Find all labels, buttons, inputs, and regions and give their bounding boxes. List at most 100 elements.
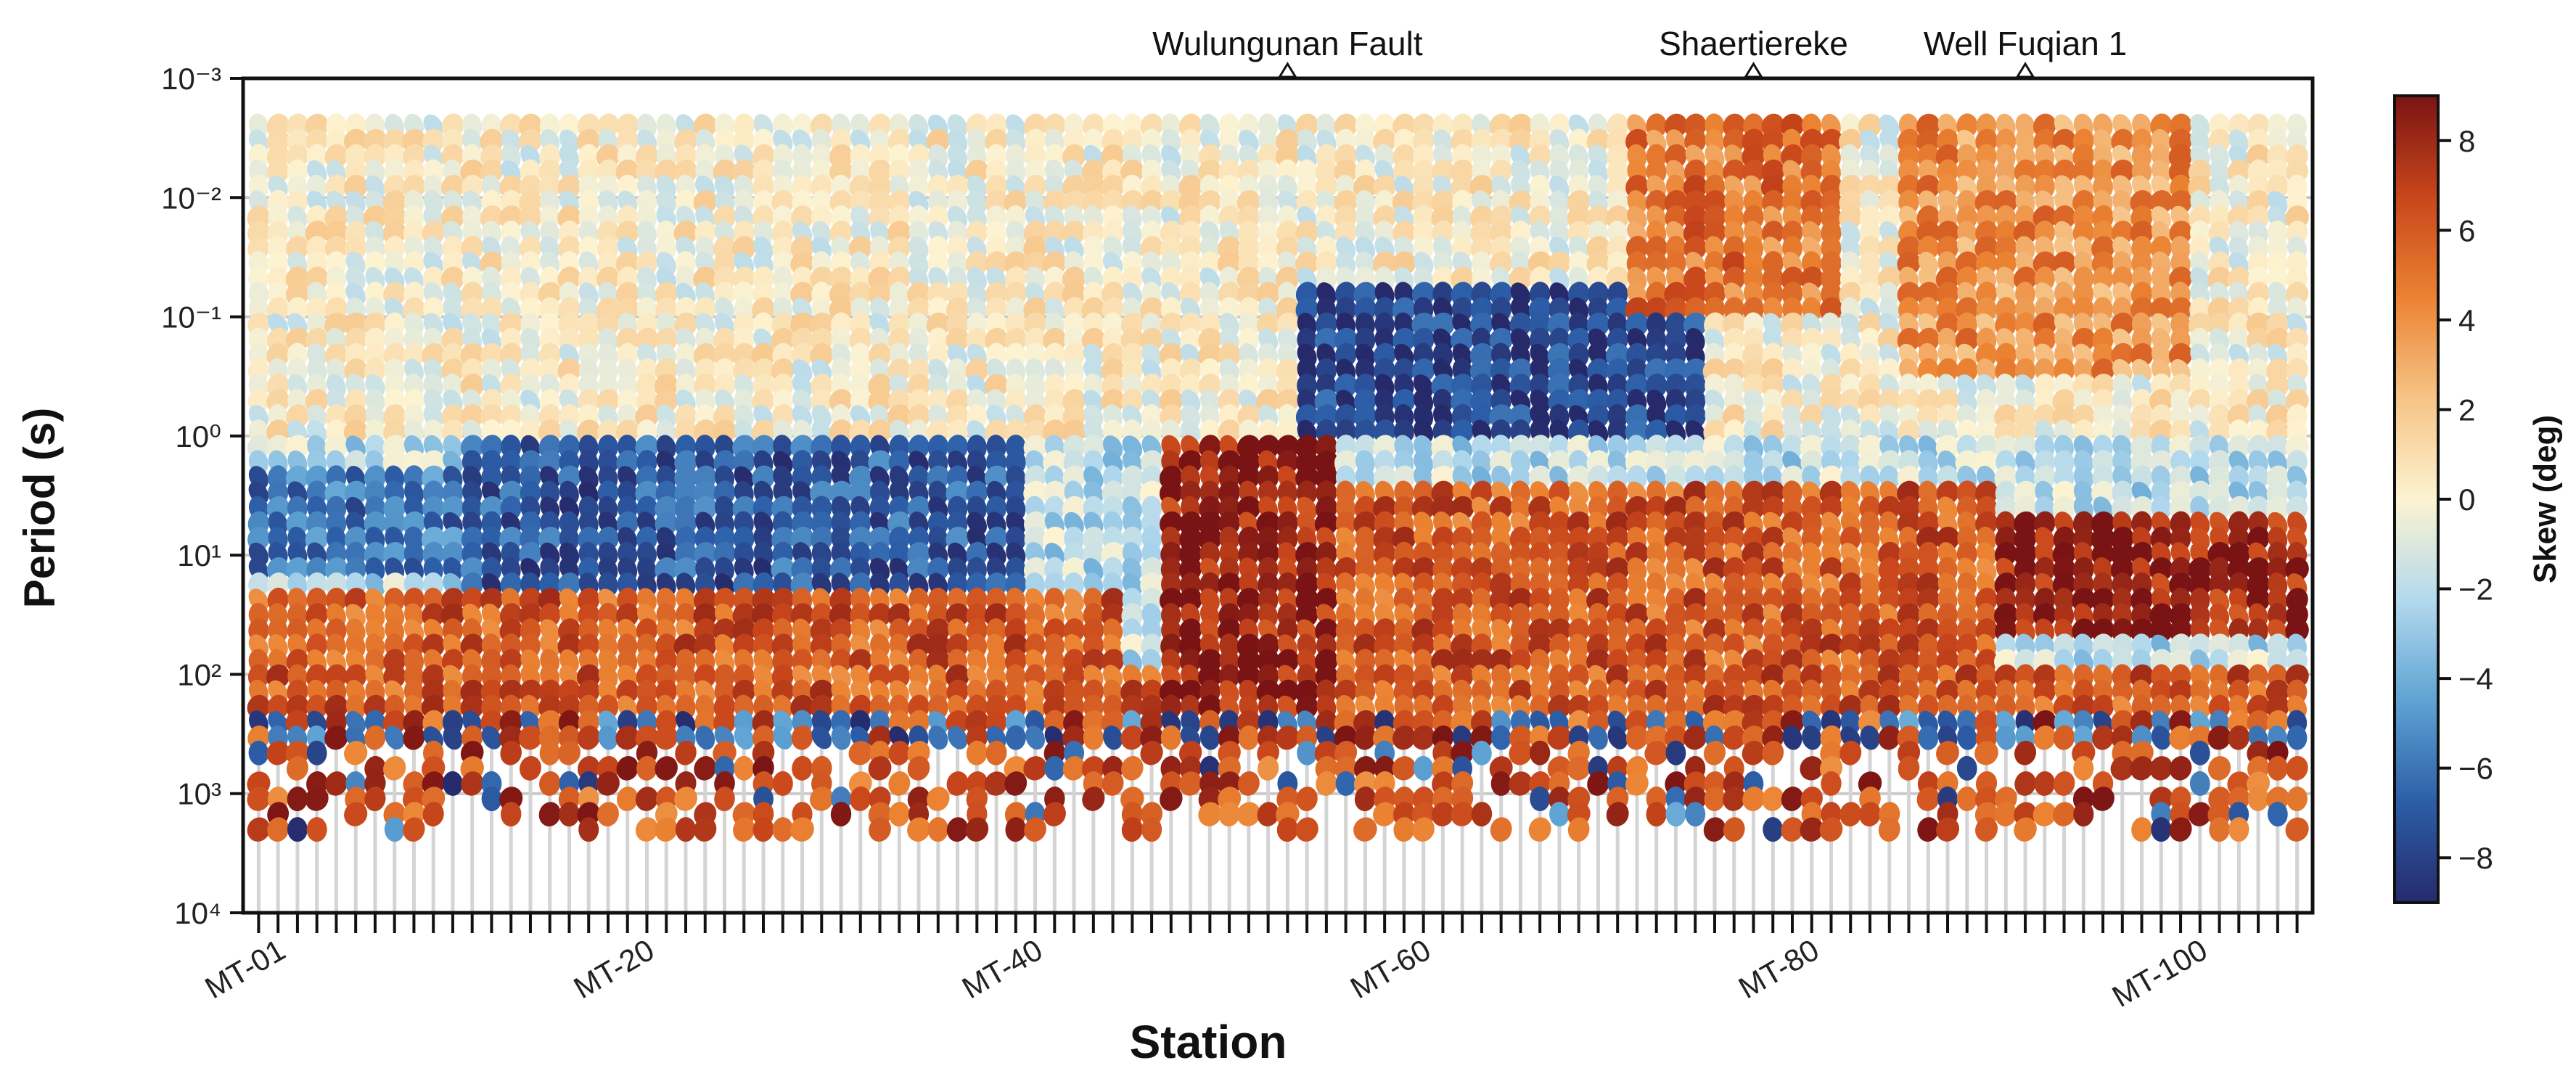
skew-ellipse bbox=[403, 725, 425, 750]
skew-ellipse bbox=[557, 740, 581, 765]
skew-ellipse bbox=[267, 817, 290, 842]
x-tick-label: MT-01 bbox=[199, 932, 291, 1005]
y-tick-label: 10⁴ bbox=[174, 896, 221, 930]
skew-ellipse bbox=[2151, 817, 2172, 842]
skew-ellipse bbox=[538, 802, 561, 826]
skew-ellipse bbox=[539, 771, 561, 796]
skew-ellipse bbox=[247, 817, 271, 842]
skew-ellipse bbox=[383, 756, 406, 781]
skew-ellipse bbox=[461, 771, 484, 796]
y-tick-label: 10³ bbox=[177, 777, 221, 811]
skew-ellipse bbox=[286, 755, 308, 781]
skew-ellipse bbox=[617, 787, 639, 811]
skew-ellipse bbox=[287, 817, 308, 842]
x-tick-label: MT-80 bbox=[1733, 932, 1825, 1005]
x-tick-label: MT-40 bbox=[956, 932, 1049, 1005]
skew-ellipse bbox=[266, 741, 290, 765]
skew-ellipse bbox=[384, 817, 405, 842]
annotation-label: Well Fuqian 1 bbox=[1924, 25, 2127, 62]
y-tick-label: 10⁻³ bbox=[161, 62, 221, 96]
colorbar bbox=[2393, 94, 2440, 904]
skew-ellipse bbox=[597, 802, 619, 826]
x-axis-title: Station bbox=[1130, 1016, 1287, 1068]
skew-ellipse bbox=[344, 802, 368, 826]
skew-ellipse bbox=[616, 756, 639, 781]
skew-ellipse bbox=[694, 817, 717, 842]
skew-ellipse bbox=[694, 756, 717, 781]
skew-ellipse bbox=[615, 726, 639, 750]
skew-ellipse bbox=[577, 725, 600, 750]
skew-ellipse bbox=[655, 725, 678, 750]
skew-ellipse bbox=[695, 726, 715, 750]
skew-ellipse bbox=[635, 787, 659, 811]
skew-ellipse bbox=[635, 817, 658, 842]
skew-ellipse bbox=[655, 756, 678, 781]
annotation-marker bbox=[1743, 62, 1764, 78]
skew-ellipse bbox=[443, 771, 463, 796]
skew-ellipse bbox=[520, 755, 541, 781]
colorbar-tick-label: 2 bbox=[2458, 393, 2475, 427]
skew-ellipse bbox=[578, 817, 599, 842]
colorbar-title: Skew (deg) bbox=[2527, 415, 2563, 583]
skew-ellipse bbox=[675, 817, 697, 842]
skew-ellipse bbox=[306, 740, 327, 765]
skew-ellipse bbox=[501, 802, 522, 827]
colorbar-tick-label: −4 bbox=[2458, 662, 2493, 696]
skew-ellipse bbox=[675, 740, 697, 765]
annotation-label: Wulungunan Fault bbox=[1152, 25, 1423, 62]
skew-ellipse bbox=[481, 726, 502, 750]
y-tick-label: 10⁻¹ bbox=[161, 300, 221, 334]
skew-ellipse bbox=[598, 725, 618, 750]
colorbar-tick-label: −8 bbox=[2458, 841, 2493, 875]
annotation-marker bbox=[1277, 62, 1298, 78]
x-tick-label: MT-100 bbox=[2107, 932, 2213, 1014]
skew-ellipse bbox=[559, 802, 580, 827]
annotations: Wulungunan Fault Shaertiereke Well Fuqian … bbox=[1152, 25, 2127, 78]
colorbar-tick-label: −6 bbox=[2458, 752, 2493, 786]
skew-ellipse bbox=[344, 741, 368, 765]
x-tick-label: MT-60 bbox=[1345, 932, 1437, 1005]
annotation-marker bbox=[2015, 62, 2035, 78]
y-axis-title: Period (s) bbox=[15, 408, 64, 609]
skew-ellipse bbox=[655, 817, 678, 842]
skew-ellipse bbox=[325, 771, 348, 796]
x-axis-ticks: MT-01 MT-20 MT-40 MT-60 MT-80 MT-100 bbox=[199, 913, 2299, 1014]
skew-ellipse bbox=[481, 787, 502, 811]
skew-ellipses bbox=[247, 113, 2309, 842]
colorbar-tick-label: 8 bbox=[2458, 124, 2475, 158]
y-tick-label: 10¹ bbox=[177, 538, 221, 572]
annotation-label: Shaertiereke bbox=[1659, 25, 1848, 62]
colorbar-tick-label: 4 bbox=[2458, 303, 2475, 337]
skew-ellipse bbox=[443, 726, 463, 750]
skew-ellipse bbox=[287, 787, 308, 811]
skew-ellipse bbox=[1083, 725, 1104, 750]
skew-ellipse bbox=[403, 817, 425, 842]
skew-ellipse bbox=[539, 740, 560, 765]
skew-ellipse bbox=[596, 771, 620, 796]
skew-ellipse bbox=[248, 740, 269, 765]
skew-ellipse bbox=[364, 787, 386, 811]
colorbar-tick-label: 0 bbox=[2458, 483, 2475, 517]
skew-ellipse bbox=[305, 787, 329, 811]
skew-ellipse bbox=[385, 726, 405, 750]
skew-ellipse bbox=[247, 787, 271, 811]
skew-ellipse bbox=[674, 787, 697, 811]
skew-ellipse bbox=[500, 740, 522, 765]
skew-ellipse bbox=[1335, 771, 1356, 796]
x-tick-label: MT-20 bbox=[568, 932, 660, 1005]
skew-ellipse bbox=[324, 726, 348, 750]
y-tick-label: 10⁰ bbox=[175, 419, 221, 453]
y-tick-label: 10² bbox=[177, 657, 221, 691]
skew-ellipse bbox=[422, 802, 444, 827]
skew-ellipse bbox=[364, 725, 386, 750]
skew-ellipse bbox=[636, 755, 657, 781]
skew-ellipse bbox=[734, 755, 755, 781]
skew-ellipse bbox=[1490, 771, 1511, 796]
skew-ellipse bbox=[518, 725, 543, 750]
skew-ellipse bbox=[1044, 755, 1065, 781]
y-tick-label: 10⁻² bbox=[161, 181, 221, 215]
y-axis-ticks: 10⁻³ 10⁻² 10⁻¹ 10⁰ 10¹ 10² 10³ 10⁴ bbox=[161, 62, 243, 930]
colorbar-tick-label: 6 bbox=[2458, 213, 2475, 247]
